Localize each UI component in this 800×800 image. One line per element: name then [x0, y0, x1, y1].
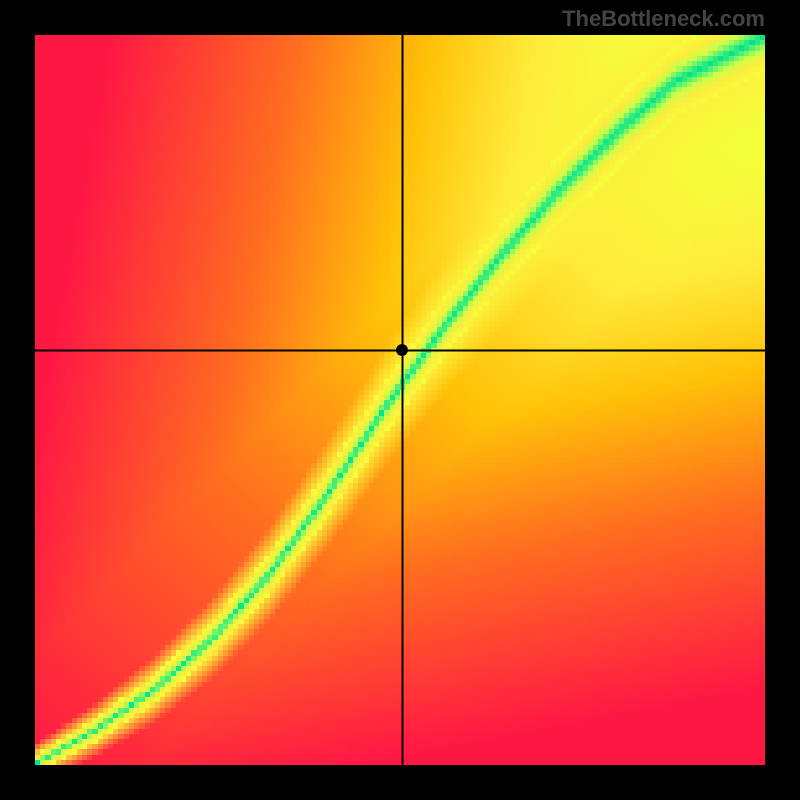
watermark-text: TheBottleneck.com — [562, 6, 765, 32]
bottleneck-heatmap — [35, 35, 765, 765]
chart-container: TheBottleneck.com — [0, 0, 800, 800]
